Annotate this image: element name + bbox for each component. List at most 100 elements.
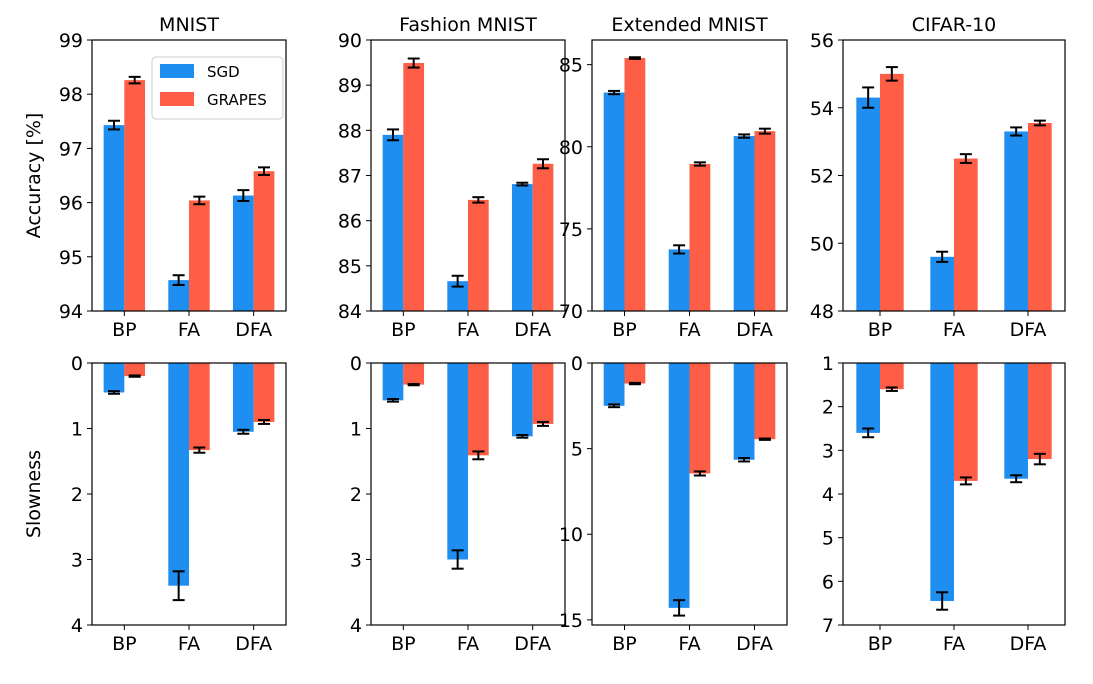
- y-tick-label: 70: [559, 301, 583, 323]
- bar-grapes-bp: [124, 80, 146, 311]
- axes-frame: [91, 362, 287, 626]
- error-bar: [128, 374, 141, 378]
- y-tick-label: 90: [338, 30, 362, 52]
- bar-sgd-fa: [447, 363, 468, 560]
- y-tick-label: 85: [559, 55, 583, 77]
- error-bar: [128, 75, 141, 85]
- bar-sgd-dfa: [1004, 363, 1028, 479]
- error-bar: [516, 434, 529, 439]
- bar-sgd-bp: [603, 92, 625, 311]
- y-tick-label: 0: [571, 353, 583, 375]
- bar-grapes-fa: [689, 363, 711, 474]
- error-bar: [386, 128, 399, 142]
- error-bar: [758, 437, 771, 441]
- bar-sgd-dfa: [511, 184, 533, 311]
- x-tick-label: BP: [112, 633, 137, 655]
- x-tick-label: FA: [678, 319, 700, 341]
- error-bar: [673, 599, 686, 617]
- error-bar: [407, 382, 420, 387]
- chart-panel: BP FA DFA 70 75 80 85 Extended MNIST: [559, 14, 788, 341]
- error-bar: [451, 274, 464, 288]
- error-bar: [758, 127, 771, 135]
- chart-title: CIFAR-10: [912, 14, 997, 36]
- legend-label-grapes: GRAPES: [207, 91, 267, 109]
- error-bar: [258, 166, 271, 176]
- y-tick-label: 95: [59, 247, 83, 269]
- x-tick-label: BP: [112, 319, 137, 341]
- error-bar: [862, 86, 875, 109]
- axes-frame: [91, 39, 287, 312]
- y-tick-label: 10: [559, 524, 583, 546]
- y-tick-label: 0: [350, 353, 362, 375]
- error-bar: [407, 57, 420, 69]
- error-bar: [516, 181, 529, 187]
- y-tick-label: 2: [71, 484, 83, 506]
- bar-sgd-bp: [103, 363, 125, 393]
- y-tick-label: 4: [350, 615, 362, 637]
- x-tick-label: FA: [457, 633, 479, 655]
- bar-sgd-fa: [930, 256, 954, 311]
- bar-sgd-dfa: [1004, 131, 1028, 311]
- bar-sgd-fa: [668, 363, 690, 608]
- y-tick-label: 85: [338, 256, 362, 278]
- y-tick-label: 54: [810, 98, 834, 120]
- axes-frame: [370, 39, 566, 312]
- x-tick-label: DFA: [736, 633, 773, 655]
- y-tick-label: 4: [71, 615, 83, 637]
- error-bar: [1010, 126, 1023, 137]
- chart-panel: BP FA DFA 0 1 2 3 4: [350, 353, 566, 655]
- bar-sgd-dfa: [232, 363, 254, 432]
- x-tick-label: FA: [943, 319, 965, 341]
- y-tick-label: 50: [810, 233, 834, 255]
- bar-sgd-fa: [168, 280, 189, 311]
- y-tick-label: 86: [338, 211, 362, 233]
- bar-sgd-bp: [382, 134, 404, 311]
- error-bar: [193, 195, 206, 206]
- y-axis-label: Accuracy [%]: [23, 113, 45, 239]
- x-tick-label: DFA: [235, 633, 272, 655]
- bar-grapes-bp: [624, 363, 646, 384]
- y-tick-label: 3: [822, 440, 834, 462]
- y-tick-label: 89: [338, 75, 362, 97]
- error-bar: [1010, 474, 1023, 484]
- y-tick-label: 1: [822, 353, 834, 375]
- bar-grapes-dfa: [532, 163, 554, 311]
- error-bar: [738, 457, 751, 463]
- bar-grapes-fa: [189, 200, 210, 311]
- x-tick-label: DFA: [1010, 633, 1047, 655]
- error-bar: [386, 398, 399, 403]
- x-tick-label: BP: [391, 633, 416, 655]
- chart-title: Extended MNIST: [611, 14, 768, 36]
- y-tick-label: 4: [822, 484, 834, 506]
- chart-panel: BP FA DFA 1 2 3 4 5 6 7: [822, 353, 1066, 655]
- y-tick-label: 15: [559, 610, 583, 632]
- error-bar: [608, 403, 621, 409]
- error-bar: [537, 420, 550, 427]
- y-tick-label: 5: [822, 528, 834, 550]
- bar-grapes-fa: [689, 164, 711, 311]
- error-bar: [237, 189, 250, 202]
- error-bar: [258, 418, 271, 425]
- y-tick-label: 80: [559, 137, 583, 159]
- bar-sgd-dfa: [733, 136, 755, 311]
- y-tick-label: 3: [71, 550, 83, 572]
- chart-panel: BP FA DFA 0 5 10 15: [559, 353, 788, 655]
- y-tick-label: 99: [59, 30, 83, 52]
- x-tick-label: DFA: [1010, 319, 1047, 341]
- y-tick-label: 94: [59, 301, 83, 323]
- legend: SGD GRAPES: [151, 56, 284, 120]
- error-bar: [537, 158, 550, 170]
- bar-grapes-dfa: [1028, 363, 1052, 460]
- axes-frame: [842, 39, 1066, 312]
- x-tick-label: FA: [178, 633, 200, 655]
- bar-grapes-fa: [954, 363, 978, 481]
- axes-frame: [591, 362, 788, 626]
- bar-sgd-bp: [603, 363, 625, 406]
- error-bar: [693, 161, 706, 167]
- y-tick-label: 5: [571, 439, 583, 461]
- error-bar: [738, 133, 751, 139]
- bar-grapes-bp: [124, 363, 146, 377]
- y-tick-label: 84: [338, 301, 362, 323]
- x-tick-label: FA: [943, 633, 965, 655]
